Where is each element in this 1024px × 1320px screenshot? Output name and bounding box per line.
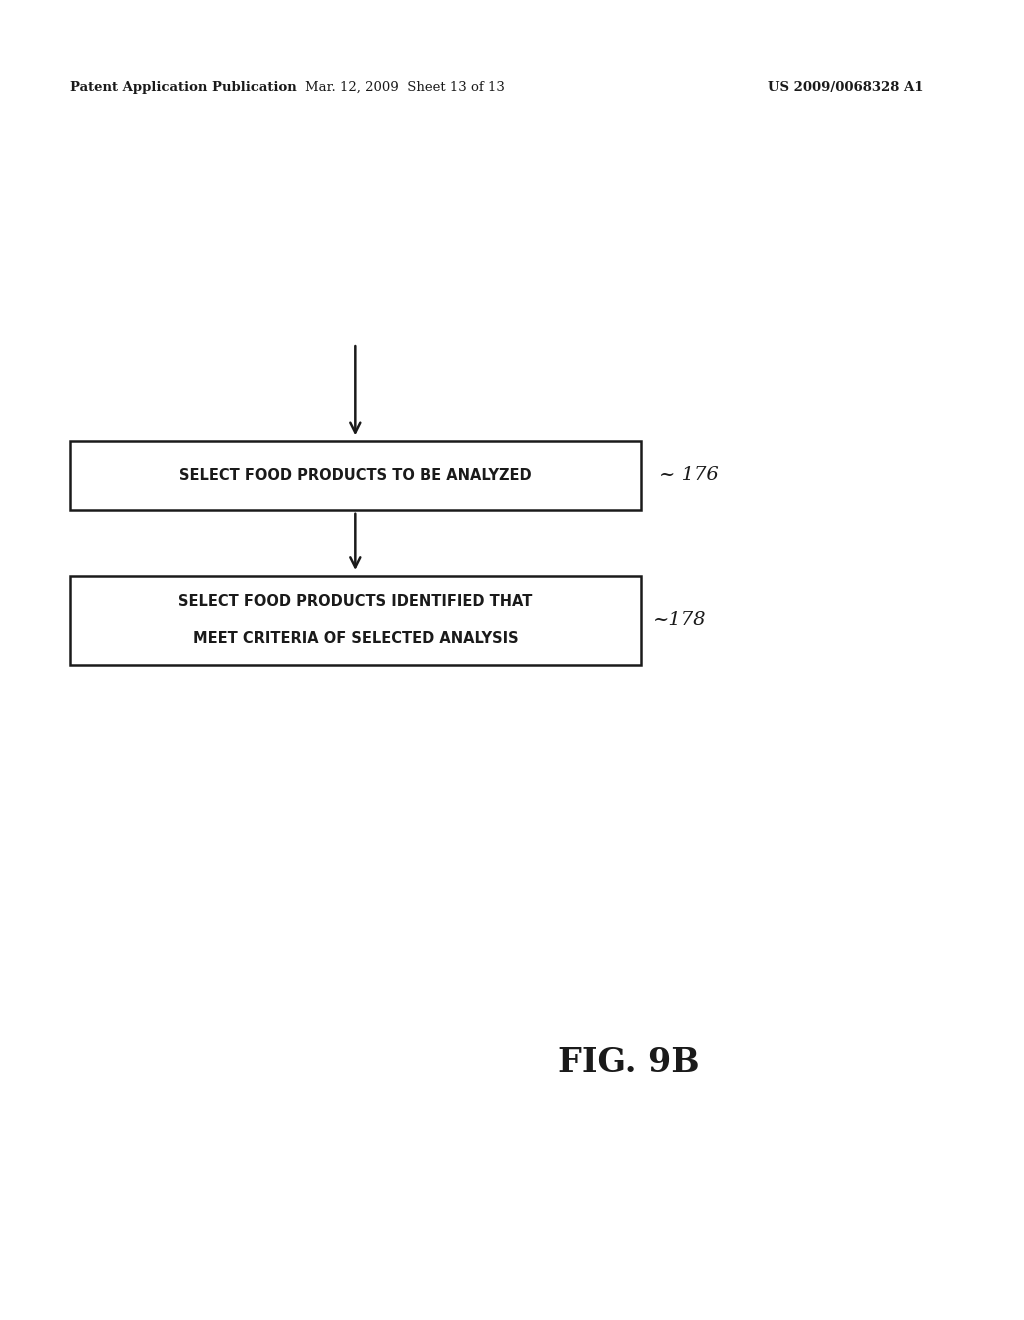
Text: Mar. 12, 2009  Sheet 13 of 13: Mar. 12, 2009 Sheet 13 of 13	[304, 81, 505, 94]
Text: SELECT FOOD PRODUCTS IDENTIFIED THAT: SELECT FOOD PRODUCTS IDENTIFIED THAT	[178, 594, 532, 610]
Text: US 2009/0068328 A1: US 2009/0068328 A1	[768, 81, 924, 94]
Text: MEET CRITERIA OF SELECTED ANALYSIS: MEET CRITERIA OF SELECTED ANALYSIS	[193, 631, 518, 647]
Text: ~178: ~178	[653, 611, 707, 630]
FancyBboxPatch shape	[70, 576, 641, 665]
FancyBboxPatch shape	[70, 441, 641, 510]
Text: Patent Application Publication: Patent Application Publication	[70, 81, 296, 94]
Text: ~ 176: ~ 176	[659, 466, 719, 484]
Text: SELECT FOOD PRODUCTS TO BE ANALYZED: SELECT FOOD PRODUCTS TO BE ANALYZED	[179, 467, 531, 483]
Text: FIG. 9B: FIG. 9B	[558, 1045, 699, 1080]
